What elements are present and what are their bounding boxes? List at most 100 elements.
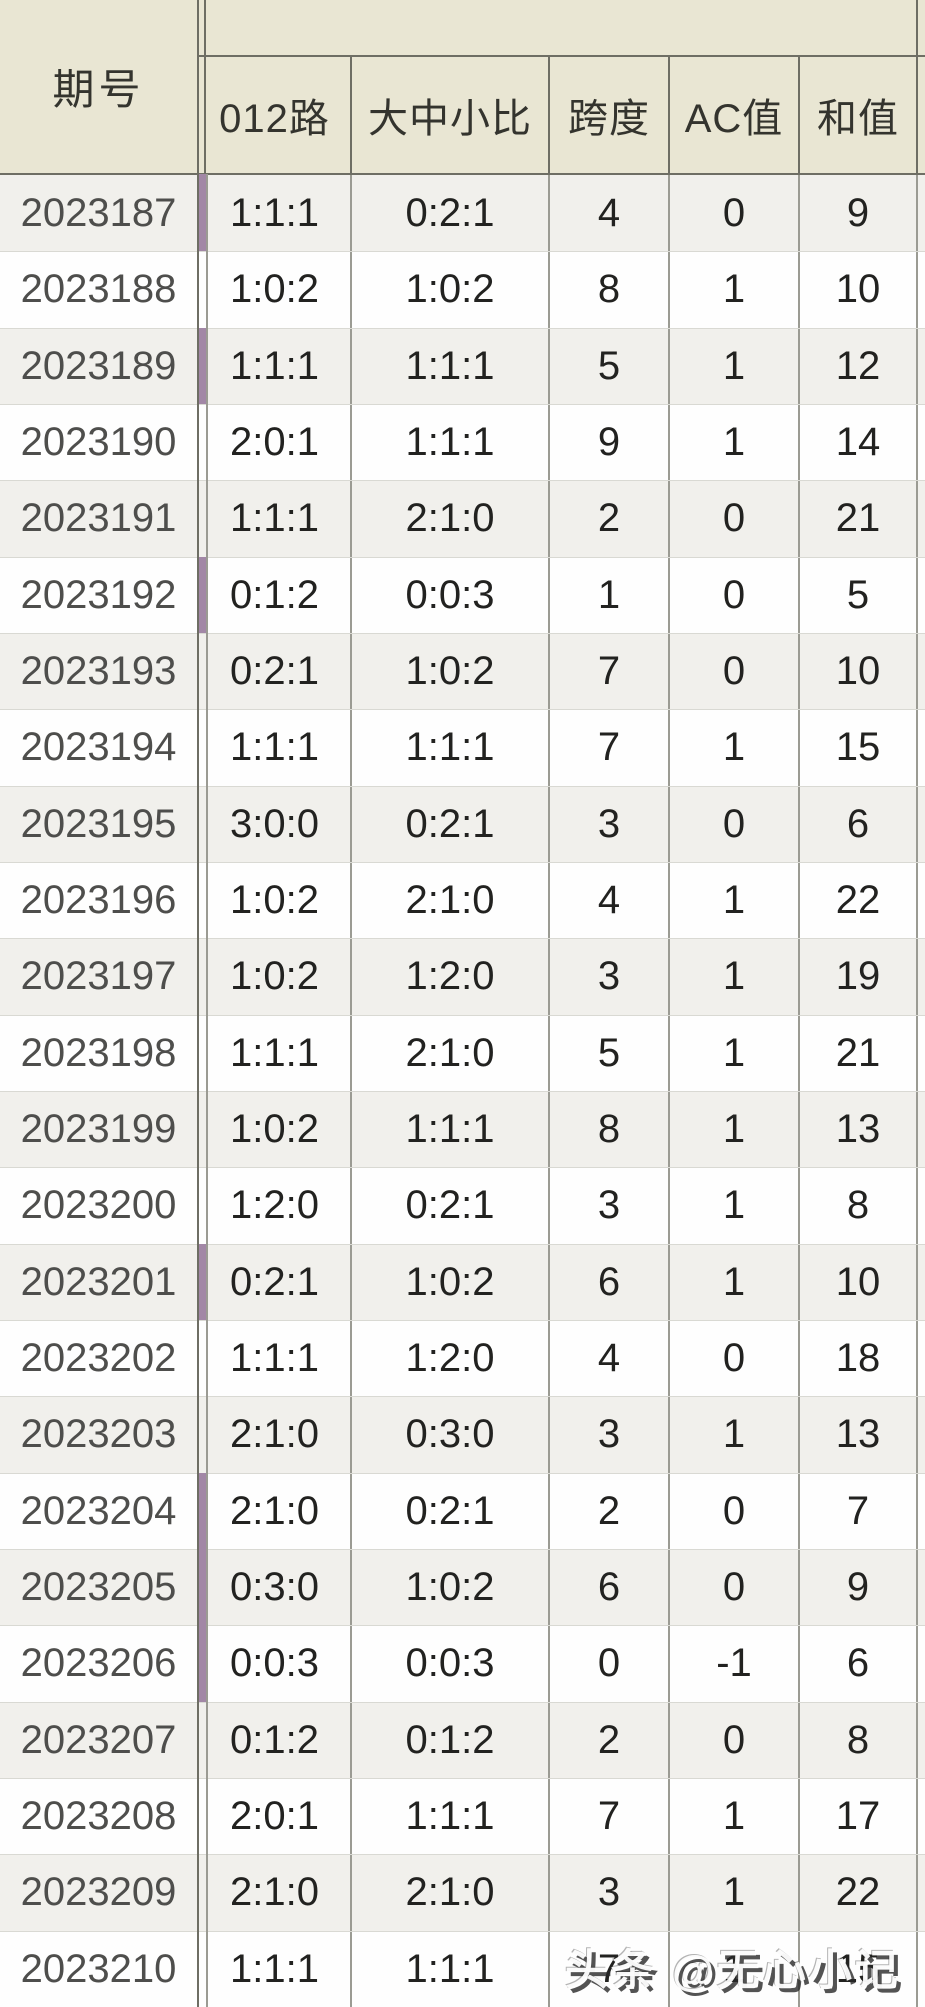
table-row: 1:1:1 2:1:0 2 0 21: [199, 480, 925, 557]
column-header-1: 大中小比: [352, 57, 550, 173]
cell-overflow-sliver: [918, 1855, 925, 1930]
table-row: 1:1:1 1:1:1 7 1 15: [199, 1930, 925, 2007]
table-row: 2:0:1 1:1:1 7 1 17: [199, 1778, 925, 1855]
cell-overflow-sliver: [918, 710, 925, 785]
row-marker-strip: [199, 1243, 208, 1320]
table-row: 1:1:1 2:1:0 5 1 21: [199, 1014, 925, 1091]
period-cell: 2023198: [0, 1014, 197, 1091]
cell-span: 7: [550, 634, 670, 710]
cell-sum-value: 21: [800, 1015, 918, 1091]
cell-span: 5: [550, 1015, 670, 1091]
cell-012-road: 3:0:0: [199, 786, 352, 862]
cell-ac-value: 0: [670, 1702, 800, 1778]
row-marker-strip: [199, 1091, 208, 1168]
cell-sum-value: 13: [800, 1397, 918, 1473]
table-row: 0:3:0 1:0:2 6 0 9: [199, 1549, 925, 1626]
period-column-header: 期号: [0, 0, 197, 175]
row-marker-strip: [199, 1625, 208, 1702]
cell-012-road: 0:1:2: [199, 557, 352, 633]
period-rows: 2023187 2023188 2023189 2023190 2023191 20231…: [0, 175, 197, 2007]
period-cell: 2023188: [0, 251, 197, 328]
period-cell: 2023187: [0, 175, 197, 252]
cell-ac-value: 0: [670, 175, 800, 252]
cell-ac-value: 1: [670, 252, 800, 328]
frozen-column-divider: [197, 0, 199, 2007]
cell-overflow-sliver: [918, 1016, 925, 1091]
data-rows: 1:1:1 0:2:1 4 0 9 1:0:2 1:0:2 8 1 10 1:1…: [199, 174, 925, 2007]
cell-012-road: 1:1:1: [199, 710, 352, 786]
period-cell: 2023206: [0, 1625, 197, 1702]
row-marker-strip: [199, 480, 208, 557]
cell-ac-value: 0: [670, 634, 800, 710]
cell-ac-value: 1: [670, 939, 800, 1015]
cell-size-ratio: 2:1:0: [352, 1855, 550, 1931]
cell-sum-value: 6: [800, 1626, 918, 1702]
cell-span: 4: [550, 175, 670, 252]
cell-size-ratio: 2:1:0: [352, 1015, 550, 1091]
cell-overflow-sliver: [918, 329, 925, 404]
period-cell: 2023189: [0, 327, 197, 404]
header-right-border: [916, 0, 918, 55]
cell-span: 3: [550, 1855, 670, 1931]
period-cell: 2023205: [0, 1549, 197, 1626]
cell-overflow-sliver: [918, 175, 925, 251]
cell-size-ratio: 0:1:2: [352, 1702, 550, 1778]
cell-overflow-sliver: [918, 252, 925, 327]
table-row: 3:0:0 0:2:1 3 0 6: [199, 785, 925, 862]
cell-ac-value: 1: [670, 405, 800, 481]
cell-012-road: 1:0:2: [199, 252, 352, 328]
cell-012-road: 1:0:2: [199, 939, 352, 1015]
row-marker-strip: [199, 1701, 208, 1778]
cell-overflow-sliver: [918, 1168, 925, 1243]
cell-ac-value: 0: [670, 481, 800, 557]
cell-size-ratio: 1:0:2: [352, 634, 550, 710]
cell-overflow-sliver: [918, 405, 925, 480]
table-row: 0:2:1 1:0:2 6 1 10: [199, 1243, 925, 1320]
period-cell: 2023200: [0, 1167, 197, 1244]
cell-size-ratio: 0:0:3: [352, 557, 550, 633]
cell-overflow-sliver: [918, 1397, 925, 1472]
row-marker-strip: [199, 1778, 208, 1855]
row-marker-strip: [199, 1549, 208, 1626]
cell-012-road: 2:1:0: [199, 1397, 352, 1473]
cell-size-ratio: 1:2:0: [352, 1321, 550, 1397]
cell-ac-value: -1: [670, 1626, 800, 1702]
cell-sum-value: 18: [800, 1321, 918, 1397]
row-marker-strip: [199, 1320, 208, 1397]
cell-size-ratio: 1:1:1: [352, 1092, 550, 1168]
cell-size-ratio: 0:2:1: [352, 1473, 550, 1549]
cell-sum-value: 9: [800, 175, 918, 252]
cell-ac-value: 1: [670, 1244, 800, 1320]
cell-span: 3: [550, 1168, 670, 1244]
cell-overflow-sliver: [918, 1626, 925, 1701]
cell-ac-value: 1: [670, 1931, 800, 2007]
cell-overflow-sliver: [918, 1779, 925, 1854]
cell-sum-value: 19: [800, 939, 918, 1015]
cell-size-ratio: 1:1:1: [352, 710, 550, 786]
row-marker-strip: [199, 1014, 208, 1091]
cell-overflow-sliver: [918, 481, 925, 556]
period-cell: 2023201: [0, 1243, 197, 1320]
cell-012-road: 2:1:0: [199, 1473, 352, 1549]
cell-size-ratio: 0:2:1: [352, 175, 550, 252]
cell-ac-value: 1: [670, 1015, 800, 1091]
cell-size-ratio: 2:1:0: [352, 863, 550, 939]
cell-overflow-sliver: [918, 787, 925, 862]
cell-012-road: 0:2:1: [199, 634, 352, 710]
cell-sum-value: 12: [800, 328, 918, 404]
cell-sum-value: 15: [800, 710, 918, 786]
row-marker-strip: [199, 1930, 208, 2007]
cell-span: 2: [550, 1473, 670, 1549]
row-marker-strip: [199, 785, 208, 862]
period-column: 期号 2023187 2023188 2023189 2023190 2023191 20…: [0, 0, 197, 2007]
stats-scroll-pane[interactable]: 012路 大中小比 跨度 AC值 和值 1:1:1 0:2:1 4 0 9 1:0:2 …: [199, 0, 925, 2007]
cell-012-road: 1:1:1: [199, 481, 352, 557]
cell-size-ratio: 1:0:2: [352, 1550, 550, 1626]
cell-span: 9: [550, 405, 670, 481]
row-marker-strip: [199, 1854, 208, 1931]
cell-span: 6: [550, 1244, 670, 1320]
column-header-3: AC值: [670, 57, 800, 173]
cell-sum-value: 13: [800, 1092, 918, 1168]
cell-sum-value: 10: [800, 1244, 918, 1320]
